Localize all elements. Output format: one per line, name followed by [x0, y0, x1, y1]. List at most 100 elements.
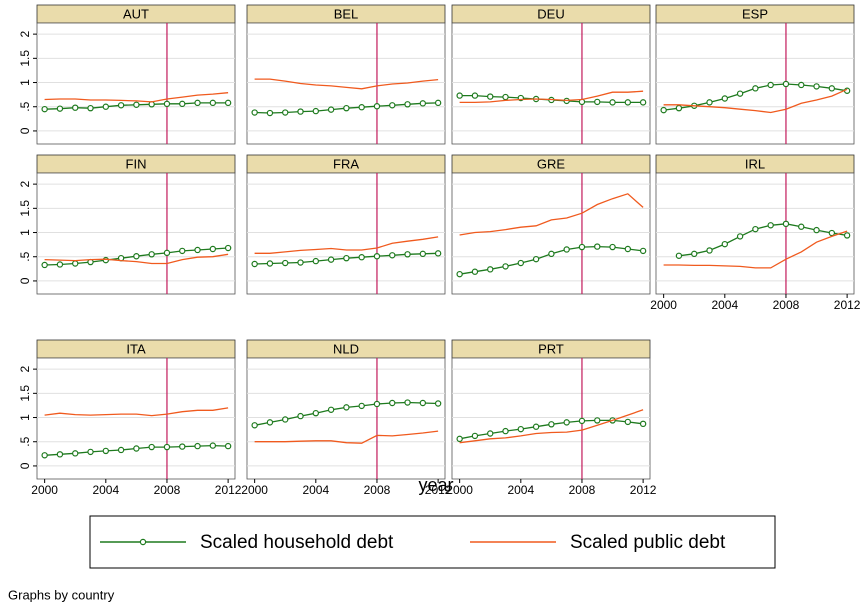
plot-area [246, 357, 446, 480]
panel-title: FIN [126, 156, 147, 171]
marker [163, 249, 171, 257]
x-tick-label: 2012 [834, 298, 861, 312]
y-tick-label: 1 [18, 414, 32, 421]
marker [312, 257, 320, 265]
panel-title: ESP [742, 6, 768, 21]
plot-area [451, 172, 651, 295]
marker [343, 404, 350, 411]
series-line [663, 230, 848, 269]
marker [419, 250, 427, 258]
marker [456, 270, 463, 278]
marker [117, 102, 125, 109]
marker [502, 93, 509, 101]
marker [312, 409, 320, 417]
marker [624, 418, 632, 426]
marker [373, 103, 381, 110]
marker [194, 99, 201, 107]
marker [56, 261, 64, 268]
x-tick-label: 2004 [711, 298, 738, 312]
y-tick-label: 1.5 [18, 385, 32, 402]
panel-title: GRE [537, 156, 566, 171]
marker [532, 255, 540, 263]
marker [624, 245, 632, 253]
marker [373, 400, 381, 408]
marker [828, 85, 836, 92]
x-tick-label: 2008 [569, 483, 596, 497]
panel-title: FRA [333, 156, 359, 171]
x-tick-label: 2000 [31, 483, 58, 497]
marker [179, 247, 186, 255]
marker [548, 250, 555, 258]
marker [133, 253, 140, 260]
y-tick-label: 2 [18, 30, 32, 37]
x-axis-label: year [418, 475, 453, 495]
marker [102, 447, 110, 455]
marker [578, 417, 586, 425]
marker [563, 246, 570, 253]
marker [102, 256, 110, 264]
marker [487, 430, 494, 437]
series-line [254, 430, 439, 444]
marker [327, 106, 335, 113]
marker [389, 252, 396, 259]
marker [209, 99, 217, 107]
x-tick-label: 2008 [364, 483, 391, 497]
marker [502, 427, 509, 435]
marker [343, 104, 350, 112]
marker [721, 240, 729, 248]
marker [209, 245, 217, 253]
marker [102, 103, 110, 110]
marker [706, 247, 713, 254]
marker [456, 92, 463, 99]
plot-area [246, 22, 446, 145]
legend-label: Scaled household debt [200, 532, 394, 553]
marker [224, 442, 232, 450]
panel-title: DEU [537, 6, 564, 21]
x-tick-label: 2012 [215, 483, 242, 497]
marker [798, 81, 805, 89]
marker [843, 232, 851, 239]
marker [87, 104, 94, 112]
marker [41, 105, 48, 113]
marker [312, 107, 320, 115]
marker [471, 432, 479, 440]
legend-marker [139, 538, 147, 546]
marker [343, 254, 350, 262]
marker [72, 450, 79, 457]
x-tick-label: 2000 [650, 298, 677, 312]
marker [594, 417, 601, 424]
marker [389, 102, 396, 109]
x-tick-label: 2000 [241, 483, 268, 497]
marker [404, 251, 411, 258]
y-tick-label: 0 [18, 277, 32, 284]
marker [404, 399, 411, 406]
marker [297, 259, 304, 266]
y-tick-label: 1.5 [18, 50, 32, 67]
marker [594, 98, 601, 106]
marker [639, 420, 647, 428]
series-line [254, 78, 439, 90]
marker [782, 80, 790, 88]
plot-area [655, 172, 855, 295]
marker [471, 92, 479, 99]
marker [736, 233, 744, 240]
series-line [44, 253, 229, 265]
series-line [44, 407, 229, 417]
marker [691, 250, 698, 258]
marker [548, 421, 555, 428]
marker [163, 100, 171, 108]
marker [609, 243, 616, 251]
marker [419, 100, 427, 107]
marker [282, 109, 289, 116]
panel-title: BEL [334, 6, 359, 21]
marker [752, 225, 759, 233]
marker [752, 85, 759, 92]
marker [251, 260, 258, 268]
marker [224, 244, 232, 252]
x-tick-label: 2000 [446, 483, 473, 497]
marker [502, 263, 509, 270]
x-tick-label: 2008 [773, 298, 800, 312]
marker [194, 246, 201, 254]
marker [675, 252, 683, 259]
marker [487, 93, 494, 100]
